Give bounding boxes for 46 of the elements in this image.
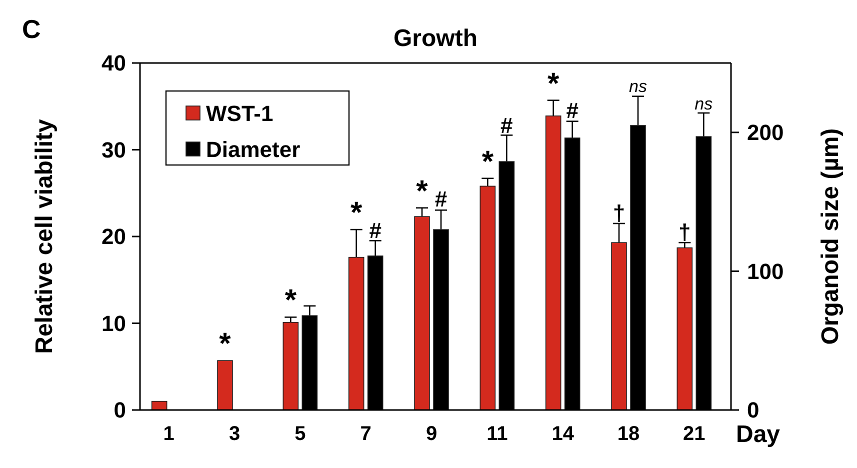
y-tick-label: 0	[114, 398, 126, 423]
annotation: *	[219, 328, 232, 361]
y2-tick-label: 100	[747, 258, 784, 284]
bar	[414, 216, 430, 410]
x-tick-label: 11	[486, 423, 508, 445]
y-tick-label: 20	[102, 224, 126, 250]
annotation: ns	[694, 94, 714, 114]
bar	[480, 186, 496, 410]
bar	[545, 116, 562, 410]
legend-label: Diameter	[206, 137, 301, 162]
y2-tick-label: 0	[747, 398, 760, 423]
y-tick-label: 30	[102, 137, 126, 162]
y-axis-title: Relative cell viability	[31, 118, 58, 354]
bar	[348, 256, 364, 410]
annotation: #	[566, 98, 578, 124]
annotation: #	[369, 218, 382, 243]
x-tick-label: 1	[163, 423, 174, 445]
x-tick-label: 18	[617, 423, 640, 445]
annotation: #	[434, 186, 448, 212]
annotation: *	[284, 284, 297, 318]
annotation: *	[547, 67, 560, 100]
bar	[217, 360, 233, 410]
y-tick-label: 40	[102, 50, 126, 76]
bar	[282, 322, 299, 410]
x-tick-label: 3	[228, 423, 240, 445]
text: C	[22, 14, 41, 44]
annotation: †	[678, 220, 691, 245]
annotation: ns	[629, 77, 648, 96]
bar	[676, 247, 693, 410]
annotation: *	[482, 145, 494, 178]
x-tick-label: 7	[360, 423, 372, 445]
legend-label: WST-1	[206, 101, 274, 126]
bar	[611, 242, 627, 410]
y2-axis-title: Organoid size (µm)	[817, 128, 844, 345]
annotation: *	[350, 196, 362, 230]
x-axis-title: Day	[736, 421, 781, 448]
x-tick-label: 5	[294, 423, 306, 445]
x-tick-label: 9	[426, 423, 438, 445]
y-tick-label: 10	[102, 310, 126, 336]
annotation: #	[500, 112, 513, 138]
annotation: †	[612, 200, 626, 226]
y2-tick-label: 200	[747, 120, 784, 146]
x-tick-label: 21	[683, 423, 706, 445]
chart-title: Growth	[394, 25, 478, 52]
annotation: *	[416, 174, 428, 208]
x-tick-label: 14	[552, 423, 575, 445]
